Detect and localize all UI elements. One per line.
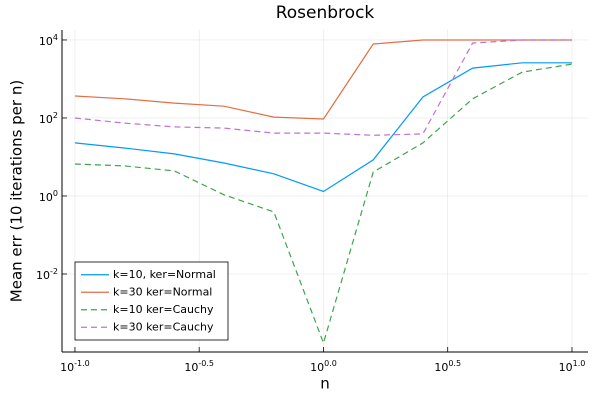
tick-exponent: -0.5 xyxy=(198,359,214,368)
y-axis-label: Mean err (10 iterations per n) xyxy=(8,80,26,302)
tick-label: 101.0 xyxy=(559,359,586,375)
series-line xyxy=(74,62,572,193)
tick-base: 10 xyxy=(559,361,573,374)
tick-base: 10 xyxy=(60,361,74,374)
legend-label: k=10, ker=Normal xyxy=(113,268,216,281)
tick-exponent: -1.0 xyxy=(74,359,90,368)
tick-exponent: 1.0 xyxy=(573,359,586,368)
tick-exponent: 0.0 xyxy=(324,359,337,368)
tick-base: 10 xyxy=(434,361,448,374)
x-axis-label: n xyxy=(320,375,330,393)
tick-base: 10 xyxy=(39,35,53,48)
tick-label: 104 xyxy=(39,32,58,48)
tick-exponent: 0 xyxy=(53,188,58,197)
legend-label: k=30 ker=Cauchy xyxy=(113,320,214,333)
tick-label: 10-1.0 xyxy=(60,359,90,375)
tick-label: 10-0.5 xyxy=(184,359,214,375)
tick-base: 10 xyxy=(39,191,53,204)
tick-label: 100.5 xyxy=(434,359,461,375)
tick-exponent: -2 xyxy=(50,266,58,275)
tick-base: 10 xyxy=(310,361,324,374)
legend-label: k=30 ker=Normal xyxy=(113,285,212,298)
legend-label: k=10 ker=Cauchy xyxy=(113,303,214,316)
series-line xyxy=(74,63,573,345)
tick-label: 102 xyxy=(39,110,58,126)
series-line xyxy=(74,39,572,136)
tick-exponent: 0.5 xyxy=(448,359,461,368)
tick-exponent: 4 xyxy=(53,32,58,41)
tick-label: 100.0 xyxy=(310,359,337,375)
tick-label: 100 xyxy=(39,188,58,204)
tick-exponent: 2 xyxy=(53,110,58,119)
chart-title: Rosenbrock xyxy=(276,3,375,23)
tick-base: 10 xyxy=(36,269,50,282)
tick-base: 10 xyxy=(39,113,53,126)
series-line xyxy=(74,39,572,120)
tick-base: 10 xyxy=(184,361,198,374)
tick-label: 10-2 xyxy=(36,266,58,282)
